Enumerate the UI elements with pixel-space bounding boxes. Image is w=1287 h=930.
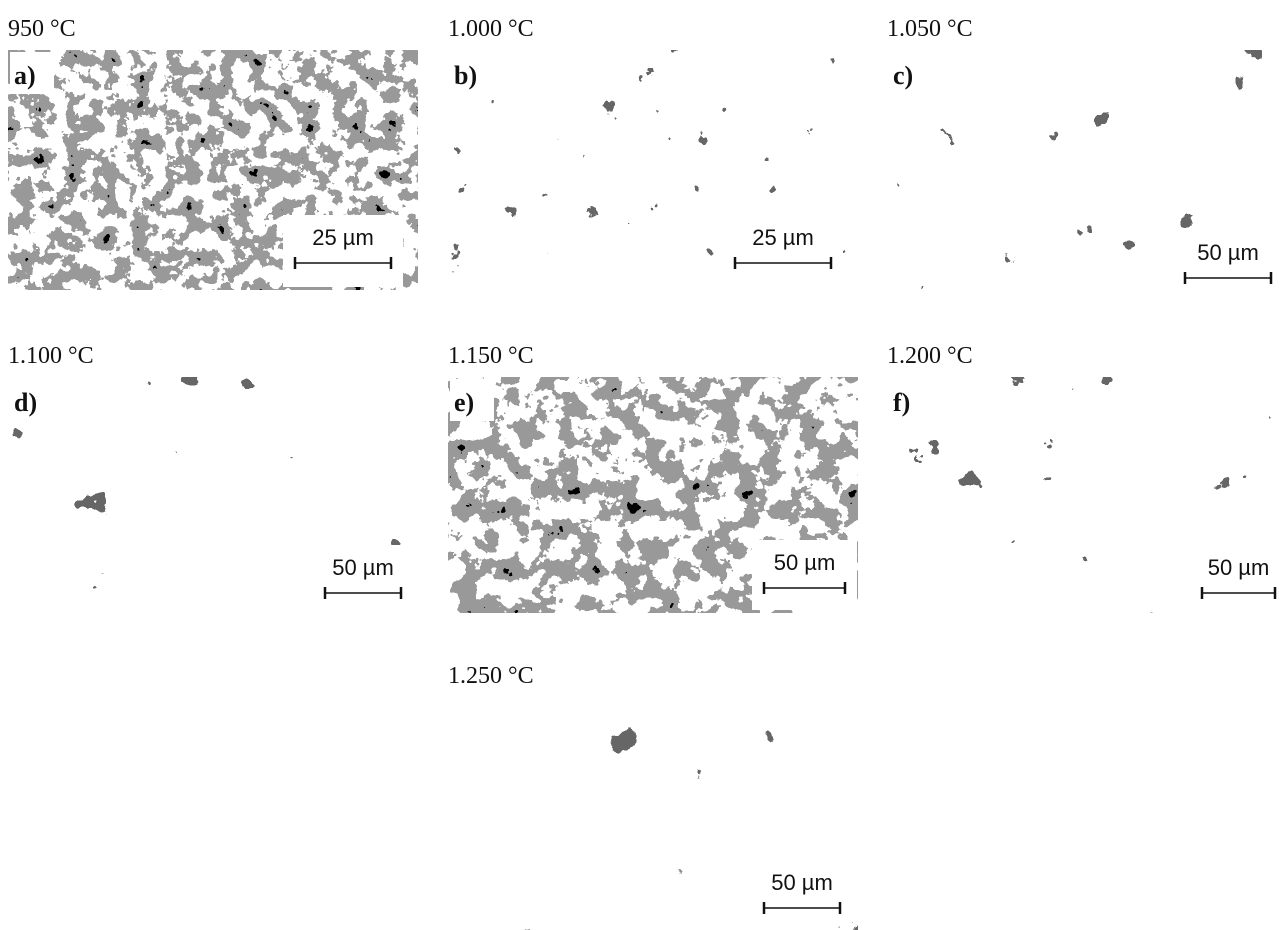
scale-box: [752, 540, 857, 610]
scale-box: [283, 215, 403, 287]
letter-box: [450, 379, 494, 421]
scale-label: 25 µm: [312, 225, 374, 250]
scale-label: 25 µm: [752, 225, 814, 250]
scale-box: [313, 545, 413, 607]
panel-letter: b): [454, 61, 477, 90]
temperature-label: 1.250 °C: [448, 663, 534, 689]
scale-label: 50 µm: [332, 555, 394, 580]
letter-box: [889, 379, 933, 421]
panel-letter: e): [454, 388, 474, 417]
temperature-label: 950 °C: [8, 16, 76, 42]
micrograph: [448, 377, 858, 613]
scale-box: [723, 215, 843, 287]
scale-box: [1173, 230, 1283, 290]
temperature-label: 1.150 °C: [448, 343, 534, 369]
panel-letter: c): [893, 61, 913, 90]
panel-letter: d): [14, 388, 37, 417]
temperature-label: 1.100 °C: [8, 343, 94, 369]
letter-box: [10, 379, 54, 421]
scale-label: 50 µm: [1197, 240, 1259, 265]
letter-box: [10, 52, 54, 94]
panel-letter: a): [14, 61, 36, 90]
scale-label: 50 µm: [1208, 555, 1270, 580]
scale-label: 50 µm: [774, 550, 836, 575]
temperature-label: 1.050 °C: [887, 16, 973, 42]
scale-box: [1190, 545, 1287, 611]
scale-box: [752, 860, 852, 926]
scale-label: 50 µm: [771, 870, 833, 895]
letter-box: [450, 52, 494, 94]
temperature-label: 1.200 °C: [887, 343, 973, 369]
temperature-label: 1.000 °C: [448, 16, 534, 42]
micrograph: [448, 50, 858, 290]
letter-box: [889, 52, 933, 94]
micrograph: [8, 50, 418, 290]
panel-letter: f): [893, 388, 910, 417]
